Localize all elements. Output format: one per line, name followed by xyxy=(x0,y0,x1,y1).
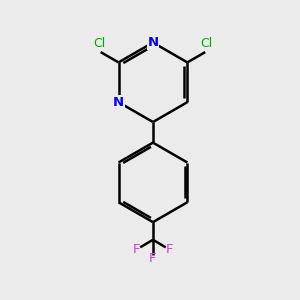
Text: F: F xyxy=(149,252,157,266)
Text: Cl: Cl xyxy=(93,37,105,50)
Text: N: N xyxy=(147,36,158,49)
Text: Cl: Cl xyxy=(201,37,213,50)
Text: F: F xyxy=(166,243,173,256)
Text: F: F xyxy=(133,243,140,256)
Text: N: N xyxy=(113,96,124,109)
